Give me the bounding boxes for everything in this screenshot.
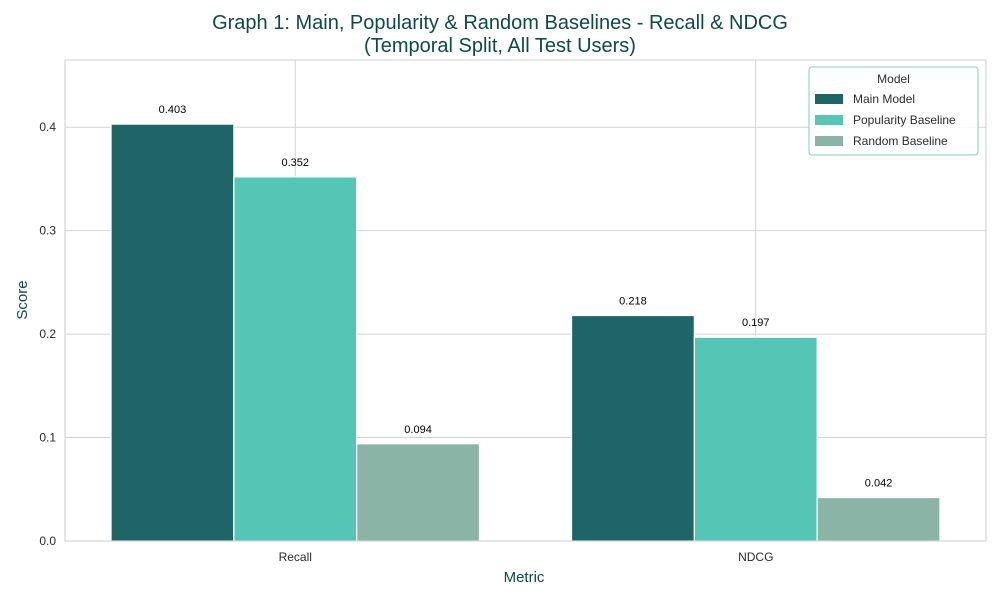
bar-main-model-recall bbox=[110, 123, 235, 542]
bars: 0.403 0.352 0.094 0.218 0.197 0.042 bbox=[110, 104, 941, 542]
legend: Model Main Model Popularity Baseline Random… bbox=[808, 66, 979, 156]
legend-entry: Popularity Baseline bbox=[853, 113, 956, 127]
x-axis-label: Metric bbox=[504, 569, 545, 586]
y-axis-label: Score bbox=[14, 280, 31, 319]
plot-frame bbox=[64, 59, 987, 542]
bar-popularity-baseline-recall bbox=[233, 176, 358, 542]
axes: 0.0 0.1 0.2 0.3 0.4 Recall NDCG bbox=[39, 59, 987, 564]
legend-box bbox=[808, 66, 979, 156]
x-tick-label: NDCG bbox=[738, 550, 773, 564]
data-label: 0.042 bbox=[865, 478, 893, 490]
chart-title: Graph 1: Main, Popularity & Random Basel… bbox=[212, 12, 788, 34]
data-label: 0.403 bbox=[159, 104, 187, 116]
legend-entry: Main Model bbox=[853, 92, 915, 106]
bar-main-model-ndcg bbox=[570, 314, 695, 542]
bar-random-baseline-ndcg bbox=[816, 496, 941, 542]
legend-swatch bbox=[815, 136, 843, 146]
data-label: 0.352 bbox=[281, 157, 309, 169]
y-tick-label: 0.3 bbox=[39, 224, 56, 238]
y-tick-label: 0.2 bbox=[39, 327, 56, 341]
data-label: 0.094 bbox=[404, 424, 432, 436]
bar-random-baseline-recall bbox=[356, 443, 481, 542]
data-label: 0.218 bbox=[619, 295, 647, 307]
bar-popularity-baseline-ndcg bbox=[693, 336, 818, 542]
y-tick-label: 0.1 bbox=[39, 431, 56, 445]
y-tick-label: 0.0 bbox=[39, 534, 56, 548]
data-label: 0.197 bbox=[742, 317, 770, 329]
legend-swatch bbox=[815, 115, 843, 125]
legend-swatch bbox=[815, 94, 843, 104]
x-tick-label: Recall bbox=[279, 550, 312, 564]
chart-subtitle: (Temporal Split, All Test Users) bbox=[364, 35, 636, 57]
y-tick-label: 0.4 bbox=[39, 120, 56, 134]
legend-entry: Random Baseline bbox=[853, 134, 948, 148]
legend-title: Model bbox=[877, 72, 910, 86]
